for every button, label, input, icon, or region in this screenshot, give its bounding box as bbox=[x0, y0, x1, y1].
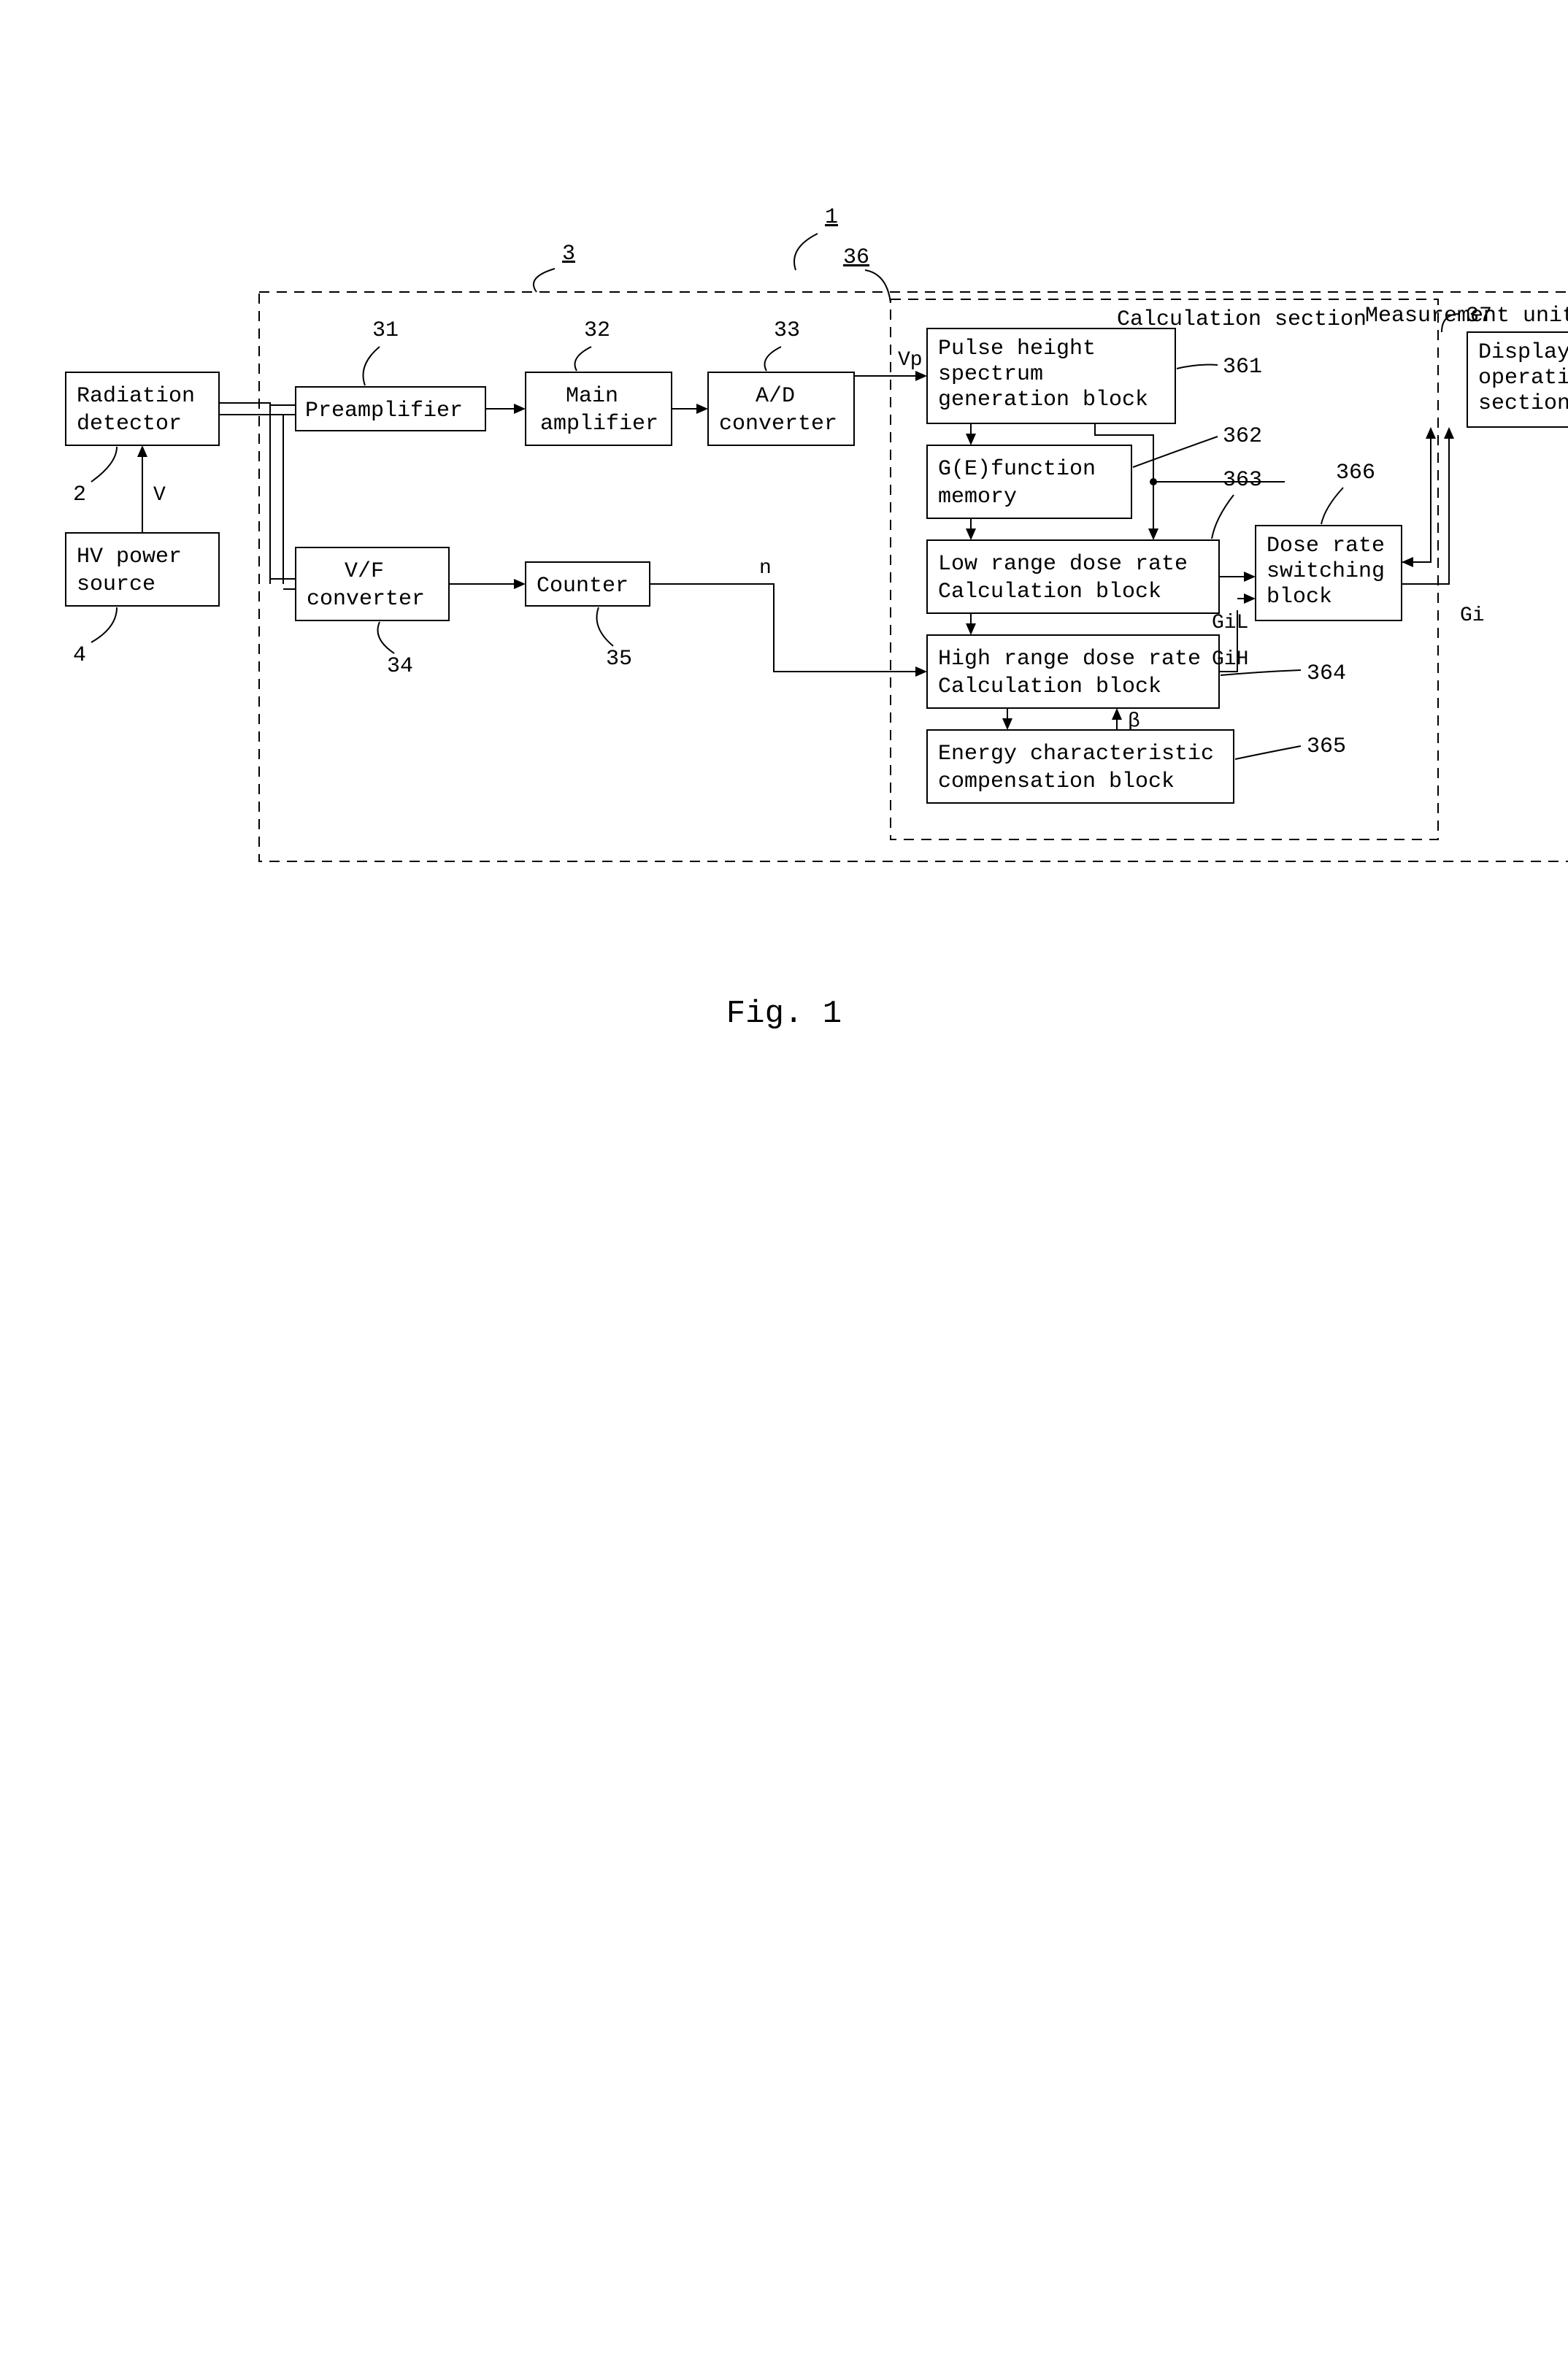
svg-text:Preamplifier: Preamplifier bbox=[305, 399, 463, 423]
svg-text:detector: detector bbox=[77, 412, 182, 437]
svg-text:362: 362 bbox=[1223, 424, 1262, 449]
wire-high-to-energy bbox=[1002, 708, 1012, 730]
ref-energy: 365 bbox=[1235, 734, 1346, 759]
svg-text:A/D: A/D bbox=[756, 384, 795, 409]
svg-text:G(E)function: G(E)function bbox=[938, 457, 1096, 482]
hv-power-source-block: HV power source bbox=[66, 533, 219, 606]
svg-text:4: 4 bbox=[73, 643, 86, 668]
svg-text:3: 3 bbox=[562, 242, 575, 266]
svg-text:Counter: Counter bbox=[537, 574, 629, 599]
svg-text:β: β bbox=[1128, 710, 1140, 733]
svg-text:Energy characteristic: Energy characteristic bbox=[938, 742, 1214, 766]
wire-energy-to-high: β bbox=[1112, 708, 1140, 733]
svg-text:Pulse height: Pulse height bbox=[938, 337, 1096, 361]
svg-text:GiH: GiH bbox=[1212, 648, 1248, 671]
svg-text:Main: Main bbox=[566, 384, 618, 409]
svg-text:32: 32 bbox=[584, 318, 610, 343]
wire-switch-to-display: Gi bbox=[1402, 427, 1485, 627]
wire-mainamp-to-adc bbox=[672, 404, 708, 414]
svg-text:Gi: Gi bbox=[1460, 604, 1485, 627]
wire-preamp-to-mainamp bbox=[485, 404, 526, 414]
svg-text:36: 36 bbox=[843, 245, 869, 270]
svg-text:34: 34 bbox=[387, 654, 413, 679]
ref-overall: 1 bbox=[794, 205, 838, 270]
svg-text:GiL: GiL bbox=[1212, 612, 1248, 634]
ref-calc: 36 bbox=[843, 245, 891, 303]
svg-text:converter: converter bbox=[719, 412, 837, 437]
wire-phs-to-low-branch bbox=[1095, 423, 1158, 540]
svg-text:Calculation block: Calculation block bbox=[938, 675, 1161, 699]
ref-hv: 4 bbox=[73, 607, 117, 668]
ref-preamp: 31 bbox=[364, 318, 399, 385]
svg-text:spectrum: spectrum bbox=[938, 362, 1043, 387]
low-range-calc-block: Low range dose rate Calculation block bbox=[927, 540, 1219, 613]
svg-text:High range dose rate: High range dose rate bbox=[938, 647, 1201, 672]
svg-text:366: 366 bbox=[1336, 461, 1375, 485]
svg-text:1: 1 bbox=[825, 205, 838, 230]
svg-text:source: source bbox=[77, 572, 155, 597]
ref-counter: 35 bbox=[597, 607, 633, 672]
ref-rad-det: 2 bbox=[73, 447, 117, 507]
wire-hv-to-detector: V bbox=[137, 445, 166, 533]
ref-adc: 33 bbox=[765, 318, 801, 371]
wire-vf-to-counter bbox=[449, 579, 526, 589]
svg-text:Radiation: Radiation bbox=[77, 384, 195, 409]
svg-text:switching: switching bbox=[1267, 559, 1385, 584]
svg-text:Vp: Vp bbox=[898, 349, 923, 372]
figure-caption: Fig. 1 bbox=[726, 996, 842, 1032]
svg-text:361: 361 bbox=[1223, 355, 1262, 380]
svg-text:363: 363 bbox=[1223, 468, 1262, 493]
ref-low: 363 bbox=[1212, 468, 1262, 539]
svg-text:35: 35 bbox=[606, 647, 632, 672]
svg-text:Dose rate: Dose rate bbox=[1267, 534, 1385, 558]
radiation-detector-block: Radiation detector bbox=[66, 372, 219, 445]
dose-rate-switching-block: Dose rate switching block bbox=[1256, 526, 1402, 620]
svg-text:n: n bbox=[759, 557, 772, 580]
svg-text:364: 364 bbox=[1307, 661, 1346, 686]
ref-ge: 362 bbox=[1133, 424, 1262, 467]
svg-text:37: 37 bbox=[1466, 304, 1492, 328]
svg-text:block: block bbox=[1267, 585, 1332, 610]
energy-compensation-block: Energy characteristic compensation block bbox=[927, 730, 1234, 803]
svg-text:HV power: HV power bbox=[77, 545, 182, 569]
svg-text:memory: memory bbox=[938, 485, 1017, 510]
vf-converter-block: V/F converter bbox=[296, 547, 449, 620]
svg-text:Display &: Display & bbox=[1478, 340, 1568, 365]
ref-vf: 34 bbox=[378, 622, 414, 679]
main-amplifier-block: Main amplifier bbox=[526, 372, 672, 445]
svg-text:V: V bbox=[153, 484, 166, 507]
ref-phs: 361 bbox=[1177, 355, 1262, 380]
svg-text:generation block: generation block bbox=[938, 388, 1148, 412]
ref-mainamp: 32 bbox=[575, 318, 611, 371]
svg-text:converter: converter bbox=[307, 587, 425, 612]
svg-text:Low range dose rate: Low range dose rate bbox=[938, 552, 1188, 577]
ge-function-memory-block: G(E)function memory bbox=[927, 445, 1131, 518]
svg-text:31: 31 bbox=[372, 318, 399, 343]
svg-text:section: section bbox=[1478, 391, 1568, 416]
ref-outer: 3 bbox=[534, 242, 575, 292]
svg-text:compensation block: compensation block bbox=[938, 769, 1175, 794]
wire-phs-to-ge bbox=[966, 423, 976, 445]
svg-text:365: 365 bbox=[1307, 734, 1346, 759]
wire-low-to-high bbox=[966, 613, 976, 635]
svg-text:amplifier: amplifier bbox=[540, 412, 658, 437]
display-operation-block: Display & operation section bbox=[1467, 332, 1568, 427]
pulse-height-spectrum-block: Pulse height spectrum generation block bbox=[927, 328, 1175, 423]
wire-detector-out-bus bbox=[219, 403, 296, 589]
svg-text:Calculation block: Calculation block bbox=[938, 580, 1161, 604]
adc-block: A/D converter bbox=[708, 372, 854, 445]
preamplifier-block: Preamplifier bbox=[296, 387, 485, 431]
svg-text:operation: operation bbox=[1478, 366, 1568, 391]
ref-switch: 366 bbox=[1321, 461, 1375, 524]
svg-text:33: 33 bbox=[774, 318, 800, 343]
wire-counter-to-high: n bbox=[650, 557, 927, 677]
svg-text:2: 2 bbox=[73, 483, 86, 507]
high-range-calc-block: High range dose rate Calculation block bbox=[927, 635, 1219, 708]
svg-text:V/F: V/F bbox=[345, 559, 384, 584]
counter-block: Counter bbox=[526, 562, 650, 606]
wire-ge-to-low bbox=[966, 518, 976, 540]
